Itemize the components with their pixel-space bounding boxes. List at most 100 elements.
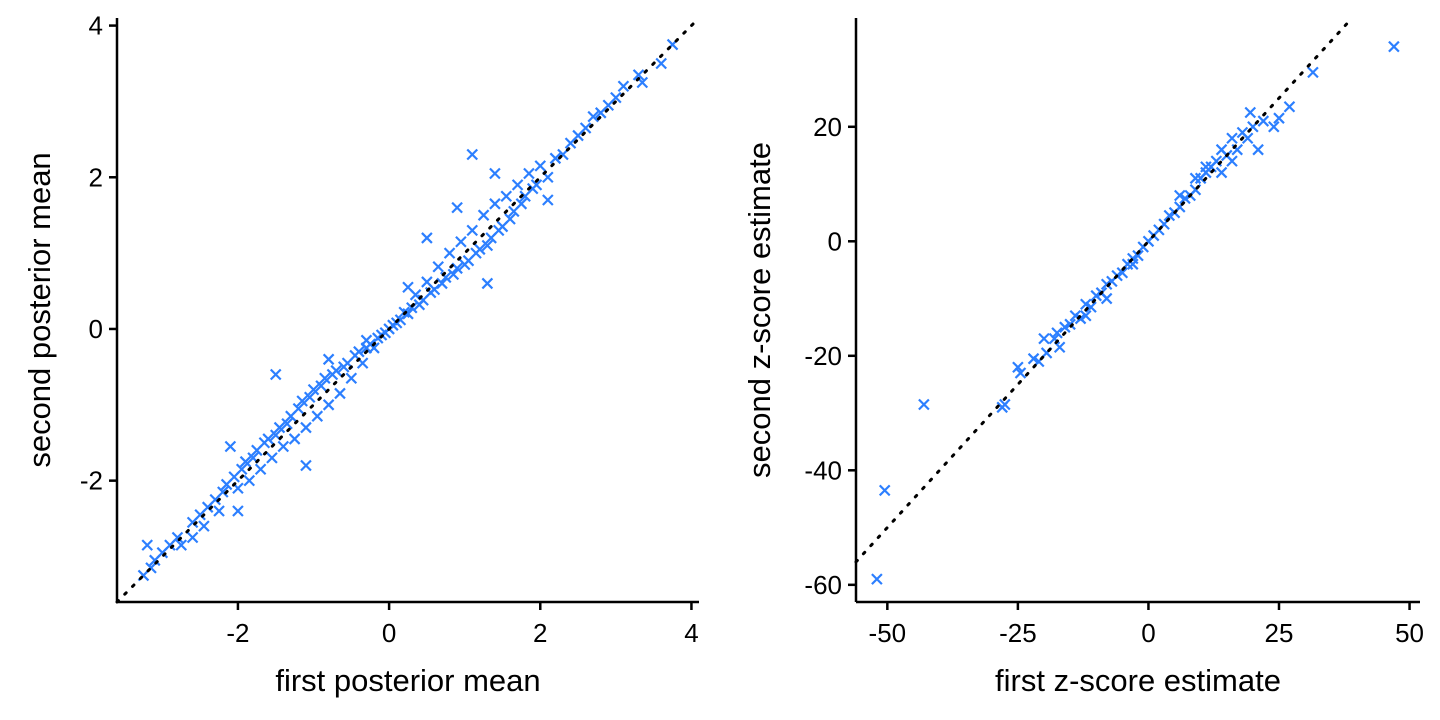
data-point [534, 160, 547, 172]
data-point [610, 91, 622, 104]
data-point [466, 148, 479, 161]
data-point [918, 398, 930, 411]
data-point [504, 213, 516, 225]
data-point [1252, 143, 1264, 156]
data-point [1012, 361, 1024, 374]
data-point [224, 440, 237, 453]
data-point [334, 387, 346, 400]
data-point [515, 198, 528, 210]
x-tick-label: 50 [1395, 618, 1424, 648]
x-tick-label: 0 [382, 618, 396, 648]
left-y-ticks: -2 0 2 4 [80, 11, 117, 496]
data-point [262, 433, 274, 445]
data-point [1080, 309, 1092, 322]
y-tick-label: 0 [89, 314, 103, 344]
data-point [1100, 292, 1113, 305]
data-point [315, 380, 327, 392]
y-tick-label: 4 [89, 11, 103, 41]
data-point [500, 190, 513, 203]
right-identity-line [854, 16, 1354, 564]
data-point [481, 239, 494, 252]
data-point [402, 281, 414, 294]
data-point [311, 410, 324, 422]
data-point [213, 505, 225, 517]
x-tick-label: 4 [684, 618, 698, 648]
data-point [254, 463, 267, 476]
data-point [281, 417, 293, 430]
data-point [587, 110, 599, 123]
data-point [1283, 100, 1296, 113]
data-point [186, 531, 199, 544]
data-point [1051, 327, 1063, 339]
right-x-ticks: -50 -25 0 25 50 [869, 602, 1424, 648]
right-y-axis-title: second z-score estimate [742, 142, 777, 478]
data-point [175, 539, 188, 551]
data-point [443, 247, 456, 259]
data-point [436, 277, 448, 290]
right-y-ticks: -60 -40 -20 0 20 [804, 112, 856, 600]
data-point [1085, 301, 1097, 313]
data-point [1244, 106, 1257, 119]
y-tick-label: 2 [89, 162, 103, 192]
data-point [273, 421, 286, 434]
left-x-axis-title: first posterior mean [275, 663, 540, 698]
data-point [277, 440, 290, 453]
data-point [451, 201, 463, 214]
y-tick-label: 0 [828, 226, 842, 256]
data-point [269, 368, 282, 381]
data-point [292, 402, 305, 415]
data-point [300, 459, 312, 472]
data-point [455, 235, 467, 248]
data-point [296, 395, 308, 407]
data-point [447, 268, 460, 281]
data-point [171, 531, 184, 544]
data-point [406, 301, 418, 314]
right-points-layer [871, 40, 1400, 585]
left-y-axis-title: second posterior mean [22, 152, 57, 467]
left-x-ticks: -2 0 2 4 [226, 602, 699, 648]
data-point [307, 383, 320, 396]
data-point [1116, 267, 1129, 279]
right-x-axis-title: first z-score estimate [995, 663, 1281, 698]
data-point [1038, 332, 1050, 345]
y-tick-label: -2 [80, 466, 103, 496]
data-point [542, 194, 554, 206]
data-point [141, 539, 154, 551]
data-point [632, 69, 645, 81]
data-point [1189, 172, 1202, 185]
y-tick-label: -60 [804, 570, 842, 600]
data-point [353, 345, 365, 358]
data-point [198, 520, 210, 532]
data-point [511, 179, 524, 191]
data-point [235, 463, 248, 476]
data-point [243, 474, 256, 487]
data-point [1226, 155, 1238, 167]
data-point [239, 455, 252, 468]
data-point [1307, 66, 1319, 79]
right-scatter-panel: -50 -25 0 25 50 -60 -40 -20 0 20 first z-score e… [742, 16, 1424, 698]
data-point [481, 277, 494, 290]
left-scatter-panel: -2 0 2 4 -2 0 2 4 first posterior mean second … [22, 11, 701, 698]
y-tick-label: -20 [804, 341, 842, 371]
data-point [319, 372, 331, 385]
data-point [300, 421, 312, 434]
data-point [1226, 132, 1238, 145]
data-point [1273, 112, 1285, 124]
data-point [1241, 132, 1254, 145]
data-point [421, 232, 433, 244]
data-point [1014, 367, 1027, 379]
x-tick-label: -25 [999, 618, 1037, 648]
y-tick-label: 20 [813, 112, 842, 142]
data-point [1200, 161, 1212, 173]
data-point [402, 308, 414, 320]
data-point [878, 484, 891, 497]
x-tick-label: -50 [869, 618, 907, 648]
data-point [1132, 249, 1144, 262]
data-point [432, 260, 445, 273]
data-point [288, 433, 301, 445]
x-tick-label: 25 [1265, 618, 1294, 648]
data-point [530, 179, 543, 191]
data-point [489, 198, 501, 210]
data-point [489, 167, 501, 180]
